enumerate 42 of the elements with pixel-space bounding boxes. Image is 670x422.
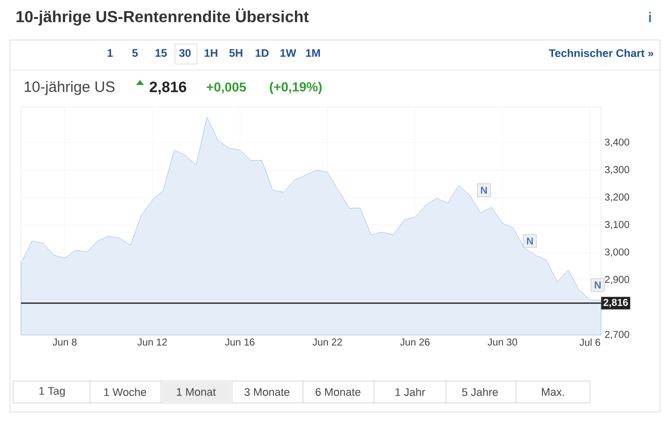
y-tick-label: 3,100 — [604, 220, 630, 230]
text: 1M — [306, 49, 320, 57]
chart-subtitle: 10-jährige US — [24, 81, 115, 95]
text: (+0,19%) — [270, 82, 322, 94]
text: 6 Monate — [316, 388, 360, 396]
x-tick-label: Jun 22 — [312, 338, 342, 346]
text: 2,816 — [150, 82, 186, 94]
text: Technischer Chart » — [548, 48, 654, 58]
x-tick-label: Jul 6 — [580, 338, 600, 346]
ref-line-label: 2,816 — [604, 298, 628, 308]
text: i — [649, 12, 651, 22]
y-tick-label: 3,000 — [604, 248, 630, 257]
text: 1 — [108, 49, 113, 57]
text: 1D — [256, 49, 269, 57]
x-tick-label: Jun 16 — [225, 338, 254, 346]
text: 1 Tag — [39, 387, 65, 397]
x-tick-label: Jun 12 — [137, 338, 167, 346]
text: 5H — [229, 49, 242, 57]
text: 1 Monat — [176, 388, 216, 396]
y-tick-label: 2,900 — [605, 276, 630, 284]
text: 5 — [132, 49, 138, 57]
text: 5 Jahre — [462, 388, 498, 396]
text: 1W — [280, 49, 296, 57]
text: Max. — [542, 388, 564, 396]
x-tick-label: Jun 8 — [52, 338, 77, 346]
text: 1 Jahr — [396, 388, 426, 396]
text: 3 Monate — [244, 388, 290, 396]
y-tick-label: 3,400 — [604, 138, 630, 147]
y-tick-label: 3,200 — [604, 194, 630, 202]
text: +0,005 — [206, 82, 246, 94]
text: 30 — [179, 49, 191, 57]
x-tick-label: Jun 26 — [400, 338, 430, 346]
annotation: N — [526, 238, 533, 244]
y-tick-label: 2,700 — [605, 330, 630, 340]
chart-title: 10-jährige US-Rentenrendite Übersicht — [16, 8, 309, 26]
text: 1H — [204, 49, 218, 57]
y-tick-label: 3,300 — [604, 166, 630, 174]
annotation: N — [480, 186, 487, 194]
x-tick-label: Jun 30 — [488, 338, 518, 346]
text: 15 — [156, 49, 167, 57]
text: 1 Woche — [104, 388, 146, 396]
annotation: N — [594, 282, 601, 288]
